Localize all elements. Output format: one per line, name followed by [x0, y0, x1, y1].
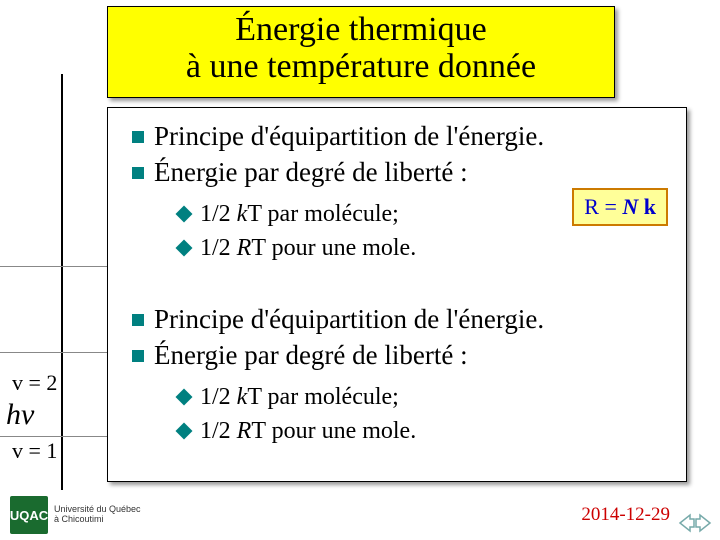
diamond-bullet-icon	[176, 388, 193, 405]
formula-eq: =	[599, 194, 622, 219]
subbullet-item: 1/2 RT pour une mole.	[178, 233, 674, 263]
square-bullet-icon	[132, 314, 144, 326]
tail: T pour une mole.	[251, 235, 416, 261]
gridline	[0, 436, 107, 437]
footer-logo: UQAC Université du Québec à Chicoutimi	[10, 496, 141, 534]
bullet-item: Énergie par degré de liberté :	[132, 339, 674, 371]
frac: 1/2	[200, 418, 237, 444]
subbullet-item: 1/2 kT par molécule;	[178, 382, 674, 412]
subbullet-text: 1/2 RT pour une mole.	[200, 416, 416, 446]
diamond-bullet-icon	[176, 422, 193, 439]
square-bullet-icon	[132, 131, 144, 143]
gridline	[0, 352, 107, 353]
frac: 1/2	[200, 384, 237, 410]
subbullet-item: 1/2 RT pour une mole.	[178, 416, 674, 446]
bullet-text: Principe d'équipartition de l'énergie.	[154, 303, 544, 335]
var-r: R	[237, 418, 252, 444]
nav-arrows-icon[interactable]	[678, 512, 712, 534]
diamond-bullet-icon	[176, 239, 193, 256]
formula-R: R	[584, 194, 599, 219]
formula-box: R = N k	[572, 188, 668, 226]
subbullet-text: 1/2 kT par molécule;	[200, 382, 399, 412]
bullet-text: Principe d'équipartition de l'énergie.	[154, 120, 544, 152]
bullet-item: Énergie par degré de liberté :	[132, 156, 674, 188]
hv-h: h	[6, 398, 21, 431]
gridline	[0, 266, 107, 267]
logo-abbr: UQAC	[10, 509, 48, 522]
tail: T par molécule;	[247, 384, 399, 410]
frac: 1/2	[200, 201, 237, 227]
var-k: k	[237, 384, 248, 410]
title-line2: à une température donnée	[116, 48, 606, 85]
axis-label-hv: hv	[6, 398, 34, 432]
bullet-item: Principe d'équipartition de l'énergie.	[132, 120, 674, 152]
bullet-item: Principe d'équipartition de l'énergie.	[132, 303, 674, 335]
subbullet-text: 1/2 RT pour une mole.	[200, 233, 416, 263]
bullet-text: Énergie par degré de liberté :	[154, 339, 468, 371]
footer-date: 2014-12-29	[581, 504, 670, 526]
var-k: k	[237, 201, 248, 227]
logo-line2: à Chicoutimi	[54, 515, 141, 525]
frac: 1/2	[200, 235, 237, 261]
vertical-axis	[61, 74, 63, 490]
square-bullet-icon	[132, 167, 144, 179]
formula-N: N	[622, 194, 638, 219]
slide-title: Énergie thermique à une température donn…	[107, 6, 615, 98]
var-r: R	[237, 235, 252, 261]
subbullet-text: 1/2 kT par molécule;	[200, 199, 399, 229]
bullet-text: Énergie par degré de liberté :	[154, 156, 468, 188]
tail: T par molécule;	[247, 201, 399, 227]
formula-k: k	[638, 194, 656, 219]
hv-v: v	[21, 398, 34, 431]
content-panel: Principe d'équipartition de l'énergie. É…	[107, 107, 687, 482]
diamond-bullet-icon	[176, 205, 193, 222]
logo-icon: UQAC	[10, 496, 48, 534]
axis-label-v2: v = 2	[12, 370, 57, 396]
title-line1: Énergie thermique	[116, 11, 606, 48]
tail: T pour une mole.	[251, 418, 416, 444]
logo-text: Université du Québec à Chicoutimi	[54, 505, 141, 525]
square-bullet-icon	[132, 350, 144, 362]
axis-label-v1: v = 1	[12, 438, 57, 464]
